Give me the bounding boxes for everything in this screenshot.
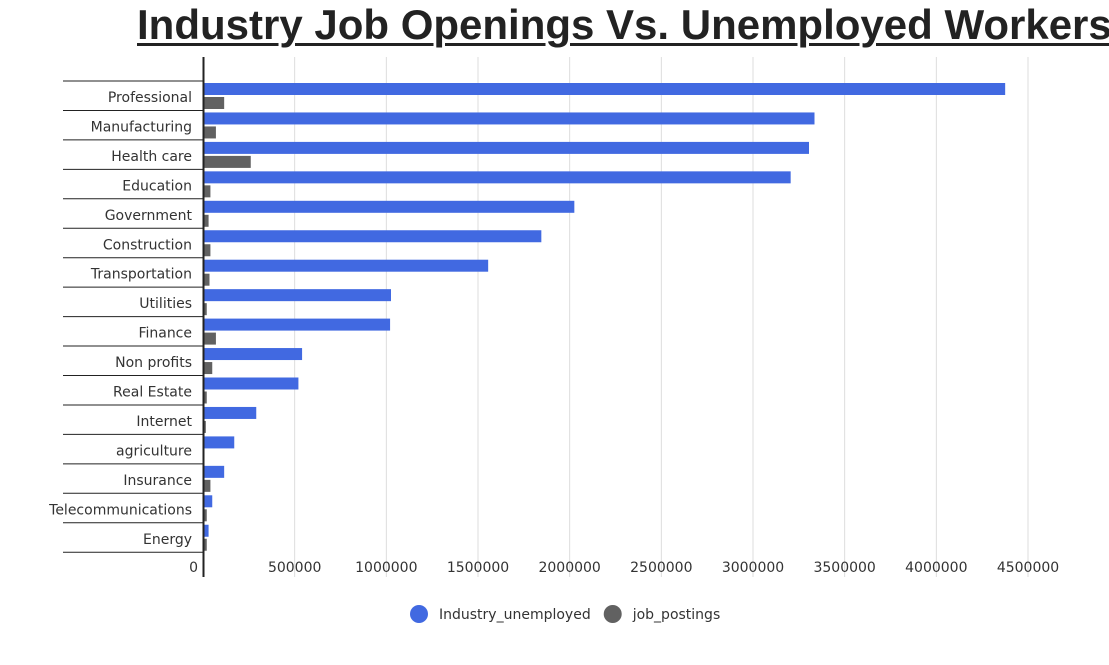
category-label: Internet (136, 414, 192, 430)
bar-industry-unemployed (204, 524, 209, 537)
bar-job-postings (204, 538, 207, 551)
bar-industry-unemployed (204, 112, 815, 125)
category-separators (63, 80, 203, 553)
bar-industry-unemployed (204, 406, 257, 419)
x-tick-label: 3500000 (813, 560, 875, 576)
legend-label: job_postings (632, 607, 721, 623)
bar-industry-unemployed (204, 495, 213, 508)
bar-job-postings (204, 97, 225, 109)
bar-job-postings (204, 303, 207, 316)
category-label: Transportation (90, 267, 192, 283)
category-label: Real Estate (113, 385, 192, 401)
bar-job-postings (204, 391, 207, 404)
x-tick-labels: 0 500000 1000000 1500000 2000000 2500000 30000… (189, 560, 1059, 576)
x-tick-label: 0 (189, 560, 198, 576)
bar-job-postings (204, 420, 206, 433)
bar-industry-unemployed (204, 230, 542, 243)
bar-industry-unemployed (204, 289, 391, 302)
category-label: Utilities (139, 296, 192, 312)
x-tick-label: 2000000 (538, 560, 600, 576)
grid-lines (294, 57, 1029, 577)
legend-marker (410, 605, 428, 623)
category-label: Non profits (115, 355, 192, 371)
bar-industry-unemployed (204, 436, 235, 449)
bar-job-postings (204, 155, 251, 168)
bar-job-postings (204, 244, 211, 257)
x-tick-label: 1500000 (447, 560, 509, 576)
bar-job-postings (204, 126, 216, 139)
category-label: Health care (111, 149, 192, 165)
bar-job-postings (204, 214, 209, 227)
bar-industry-unemployed (204, 348, 303, 361)
category-label: Manufacturing (91, 119, 192, 135)
bar-industry-unemployed (204, 377, 299, 390)
x-tick-label: 4500000 (997, 560, 1059, 576)
bar-industry-unemployed (204, 318, 391, 331)
category-label: Government (105, 208, 193, 224)
category-label: agriculture (116, 443, 192, 459)
bar-industry-unemployed (204, 171, 791, 184)
category-label: Finance (138, 326, 192, 342)
legend-label: Industry_unemployed (439, 607, 591, 623)
bar-job-postings (204, 509, 207, 522)
legend-marker (603, 605, 622, 623)
category-labels: Professional Manufacturing Health care Educ… (48, 90, 192, 548)
bar-industry-unemployed (204, 259, 489, 272)
bar-job-postings (204, 479, 211, 492)
bar-job-postings (204, 273, 210, 286)
bar-industry-unemployed (204, 465, 225, 478)
bar-industry-unemployed (204, 200, 575, 213)
legend: Industry_unemployed job_postings (410, 605, 720, 623)
legend-item: job_postings (603, 605, 721, 623)
x-tick-label: 1000000 (355, 560, 417, 576)
category-label: Construction (103, 237, 192, 253)
bar-industry-unemployed (204, 83, 1006, 95)
x-tick-label: 500000 (268, 560, 321, 576)
category-label: Telecommunications (48, 502, 192, 518)
category-label: Professional (108, 90, 192, 106)
bar-job-postings (204, 185, 211, 198)
bars (204, 83, 1006, 551)
category-label: Education (122, 178, 192, 194)
category-label: Insurance (123, 473, 192, 489)
bar-job-postings (204, 332, 216, 345)
chart-title: Industry Job Openings Vs. Unemployed Wor… (137, 1, 1109, 48)
category-label: Energy (143, 532, 192, 548)
x-tick-label: 2500000 (630, 560, 692, 576)
x-tick-label: 4000000 (905, 560, 967, 576)
legend-item: Industry_unemployed (410, 605, 591, 623)
bar-job-postings (204, 362, 213, 375)
x-tick-label: 3000000 (722, 560, 784, 576)
bar-industry-unemployed (204, 141, 809, 154)
